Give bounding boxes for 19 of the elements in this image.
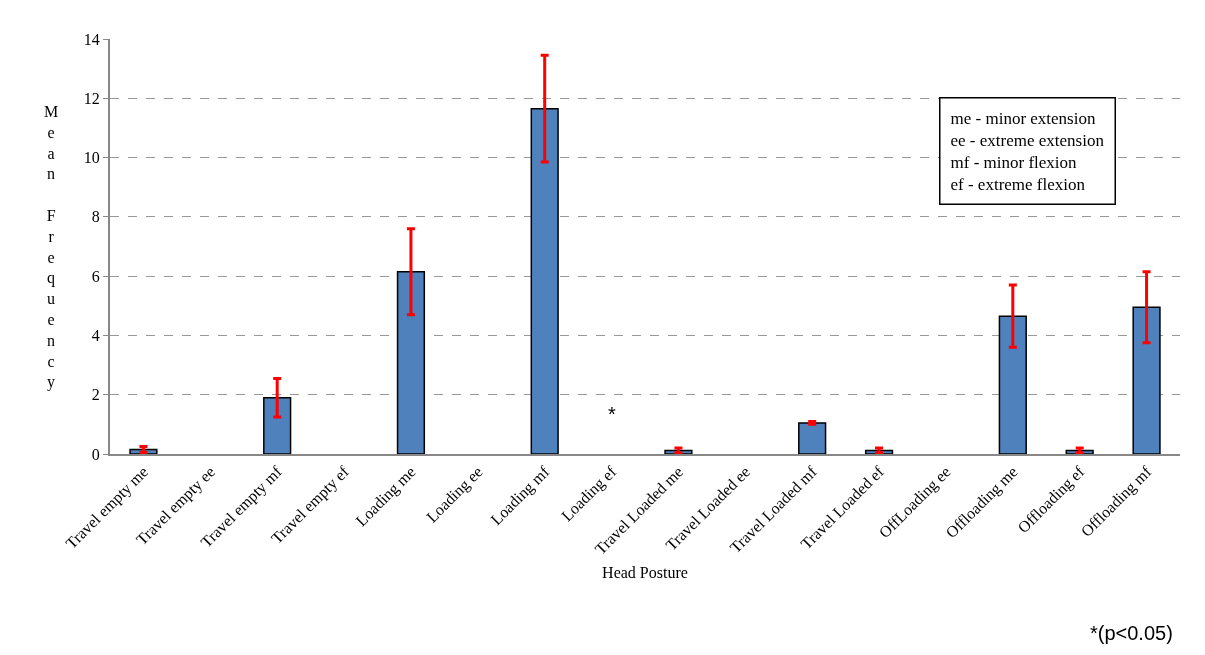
y-tick-label: 14 xyxy=(83,30,100,48)
x-axis-title: Head Posture xyxy=(602,563,688,581)
bar xyxy=(263,396,292,454)
y-tick-label: 2 xyxy=(91,386,100,404)
y-tick-label: 12 xyxy=(83,89,100,107)
bar xyxy=(396,270,426,454)
bar xyxy=(1132,306,1161,454)
bar xyxy=(798,422,827,454)
y-tick-label: 8 xyxy=(91,208,100,226)
bar xyxy=(530,107,559,454)
text: *(p<0.05) xyxy=(1090,622,1173,644)
y-tick-label: 6 xyxy=(91,267,100,285)
bar xyxy=(998,315,1027,454)
text: Mean Frequency xyxy=(44,103,59,391)
y-tick-label: 0 xyxy=(91,445,100,463)
y-tick-label: 10 xyxy=(83,149,100,167)
annotation: * xyxy=(608,403,616,425)
y-tick-label: 4 xyxy=(91,327,100,345)
annotation: me - minor extension ee - extreme extension mf - minor flexion ef - extreme flexion xyxy=(950,108,1105,194)
